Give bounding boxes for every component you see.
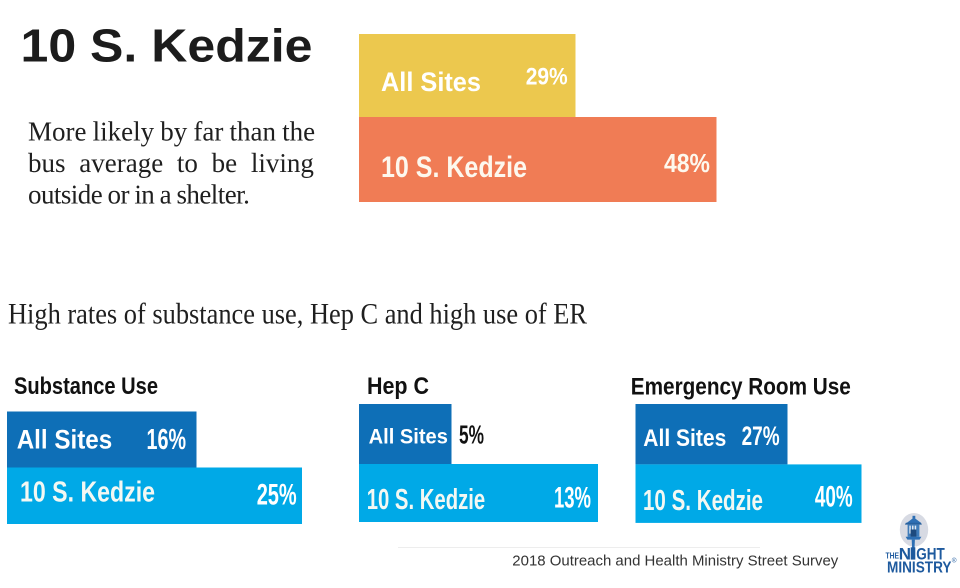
svg-text:10 S. Kedzie: 10 S. Kedzie bbox=[643, 485, 763, 517]
svg-text:N: N bbox=[899, 545, 911, 564]
svg-text:High rates of substance use, H: High rates of substance use, Hep C and h… bbox=[8, 297, 587, 330]
svg-text:2018 Outreach and Health Minis: 2018 Outreach and Health Ministry Street… bbox=[512, 553, 838, 570]
svg-text:Hep C: Hep C bbox=[367, 373, 429, 400]
svg-text:bus average to be living: bus average to be living bbox=[28, 148, 314, 178]
svg-text:All Sites: All Sites bbox=[17, 424, 113, 454]
svg-text:40%: 40% bbox=[815, 480, 853, 513]
svg-text:All Sites: All Sites bbox=[369, 425, 448, 449]
svg-text:®: ® bbox=[952, 557, 957, 565]
svg-text:5%: 5% bbox=[459, 420, 484, 450]
svg-text:10 S. Kedzie: 10 S. Kedzie bbox=[367, 484, 486, 516]
svg-text:10 S. Kedzie: 10 S. Kedzie bbox=[381, 151, 527, 184]
svg-text:16%: 16% bbox=[147, 424, 187, 456]
svg-text:All Sites: All Sites bbox=[643, 425, 726, 452]
svg-text:More likely by far than the: More likely by far than the bbox=[28, 117, 315, 147]
svg-text:10 S. Kedzie: 10 S. Kedzie bbox=[20, 477, 155, 509]
svg-text:10 S. Kedzie: 10 S. Kedzie bbox=[21, 20, 313, 72]
svg-text:GHT: GHT bbox=[916, 545, 945, 564]
svg-text:MINISTRY: MINISTRY bbox=[887, 560, 952, 577]
svg-text:THE: THE bbox=[886, 552, 900, 561]
svg-text:25%: 25% bbox=[257, 478, 297, 511]
svg-text:13%: 13% bbox=[554, 482, 591, 515]
svg-text:Emergency Room Use: Emergency Room Use bbox=[631, 374, 851, 401]
svg-text:All Sites: All Sites bbox=[381, 67, 481, 97]
svg-text:48%: 48% bbox=[664, 148, 710, 178]
svg-text:Substance Use: Substance Use bbox=[14, 373, 158, 400]
svg-text:27%: 27% bbox=[742, 421, 780, 451]
svg-text:29%: 29% bbox=[526, 64, 568, 91]
svg-text:outside or in a shelter.: outside or in a shelter. bbox=[28, 180, 249, 210]
